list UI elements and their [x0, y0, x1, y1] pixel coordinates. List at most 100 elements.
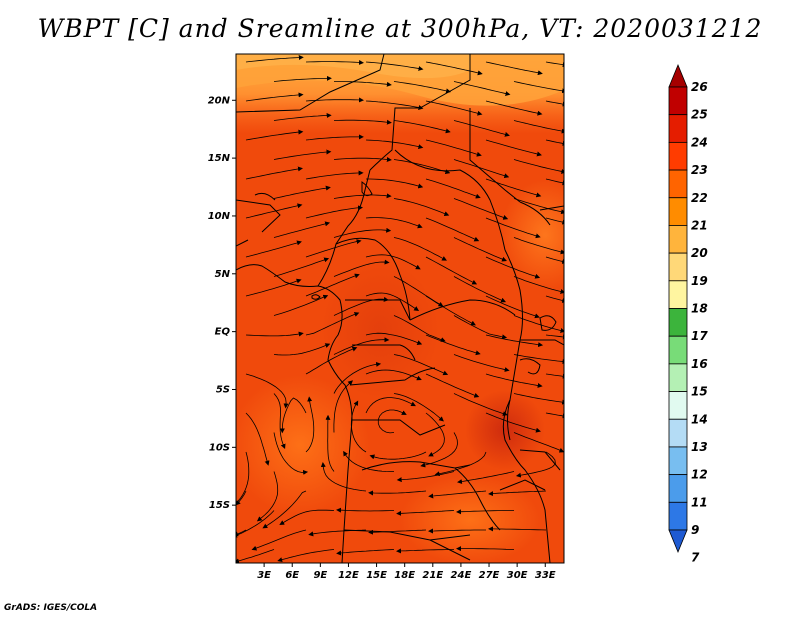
streamline [245, 166, 303, 180]
streamline [425, 178, 481, 199]
streamline [245, 203, 303, 219]
streamline [393, 315, 446, 342]
streamline [485, 61, 543, 76]
streamline [425, 217, 480, 242]
colorbar-swatch [668, 418, 688, 448]
streamline [256, 471, 279, 522]
streamline [453, 120, 510, 137]
colorbar-label: 19 [691, 274, 708, 288]
streamline [365, 292, 420, 311]
streamline [308, 529, 367, 537]
streamline [485, 256, 541, 279]
streamline [273, 294, 329, 316]
wbpt-shading [236, 54, 564, 563]
streamline [245, 129, 304, 141]
streamline [453, 81, 511, 96]
colorbar-swatch [668, 308, 688, 337]
streamline [333, 227, 392, 238]
lon-tick-label: 30E [507, 570, 528, 581]
streamline [393, 198, 450, 216]
colorbar-label: 9 [691, 523, 699, 537]
streamline [333, 296, 389, 316]
lon-tick-label: 21E [422, 570, 443, 581]
streamline [305, 134, 364, 141]
streamline [325, 414, 335, 472]
streamline [273, 257, 330, 277]
streamline [245, 92, 304, 102]
streamline [488, 526, 547, 532]
colorbar: 26 25 24 23 22 21 20 19 18 17 16 15 14 13 12 11 9 7 [668, 63, 708, 565]
lon-tick-label: 15E [366, 570, 387, 581]
streamline [513, 276, 564, 294]
streamline [425, 256, 478, 285]
colorbar-label: 23 [691, 163, 708, 177]
streamline [545, 373, 564, 379]
streamline [333, 380, 353, 433]
latitude-axis: 20N 15N 10N 5N EQ 5S 10S 15S [208, 95, 236, 511]
streamline [428, 490, 487, 499]
streamline [333, 119, 392, 125]
streamline [245, 412, 270, 466]
colorbar-swatch [668, 225, 688, 254]
grads-credit: GrADS: IGES/COLA [4, 603, 98, 613]
lat-tick-label: 20N [208, 95, 231, 106]
streamline [513, 354, 564, 365]
streamline [365, 100, 424, 110]
colorbar-swatch [668, 252, 688, 282]
lon-tick-label: 3E [257, 570, 271, 581]
streamline [393, 81, 452, 94]
colorbar-label: 26 [691, 80, 708, 94]
streamline [365, 61, 424, 71]
colorbar-label: 25 [691, 108, 708, 122]
streamline [350, 400, 367, 453]
streamline [545, 412, 564, 419]
streamline [343, 450, 394, 472]
streamline [545, 100, 564, 107]
streamline [453, 393, 508, 416]
streamline [236, 490, 247, 506]
streamline [545, 295, 564, 303]
streamline [245, 331, 304, 337]
streamline [333, 361, 382, 394]
streamline [273, 112, 332, 121]
streamline [425, 61, 483, 76]
streamline [333, 259, 390, 277]
lat-tick-label: EQ [215, 327, 231, 338]
streamline [366, 178, 424, 189]
streamline [305, 346, 358, 375]
streamline [365, 369, 422, 381]
colorbar-label: 17 [691, 329, 708, 343]
streamline [513, 432, 564, 453]
colorbar-label: 18 [691, 302, 708, 316]
streamline [369, 451, 427, 460]
colorbar-label: 24 [691, 135, 708, 149]
streamline [428, 528, 486, 534]
lat-tick-label: 15N [208, 153, 231, 164]
colorbar-swatch [668, 141, 688, 171]
streamline [365, 217, 423, 229]
colorbar-swatch [668, 197, 688, 226]
streamline [545, 61, 564, 68]
streamline [236, 451, 250, 506]
streamline [453, 276, 507, 303]
streamline [279, 509, 335, 526]
streamline [396, 471, 455, 483]
streamline [279, 397, 307, 434]
streamline [377, 409, 407, 434]
colorbar-label: 16 [691, 357, 708, 371]
streamline [545, 334, 564, 340]
colorbar-label: 12 [691, 468, 708, 482]
colorbar-label: 15 [691, 385, 708, 399]
streamline [545, 217, 564, 225]
streamline [425, 100, 483, 116]
streamline [245, 278, 302, 297]
streamline [305, 97, 364, 103]
streamline [305, 273, 360, 297]
colorbar-swatch [668, 501, 688, 531]
streamline [305, 239, 362, 258]
streamline [368, 529, 427, 535]
streamline [393, 393, 444, 422]
streamline [305, 170, 364, 180]
streamline [273, 393, 286, 450]
streamline [485, 178, 542, 198]
